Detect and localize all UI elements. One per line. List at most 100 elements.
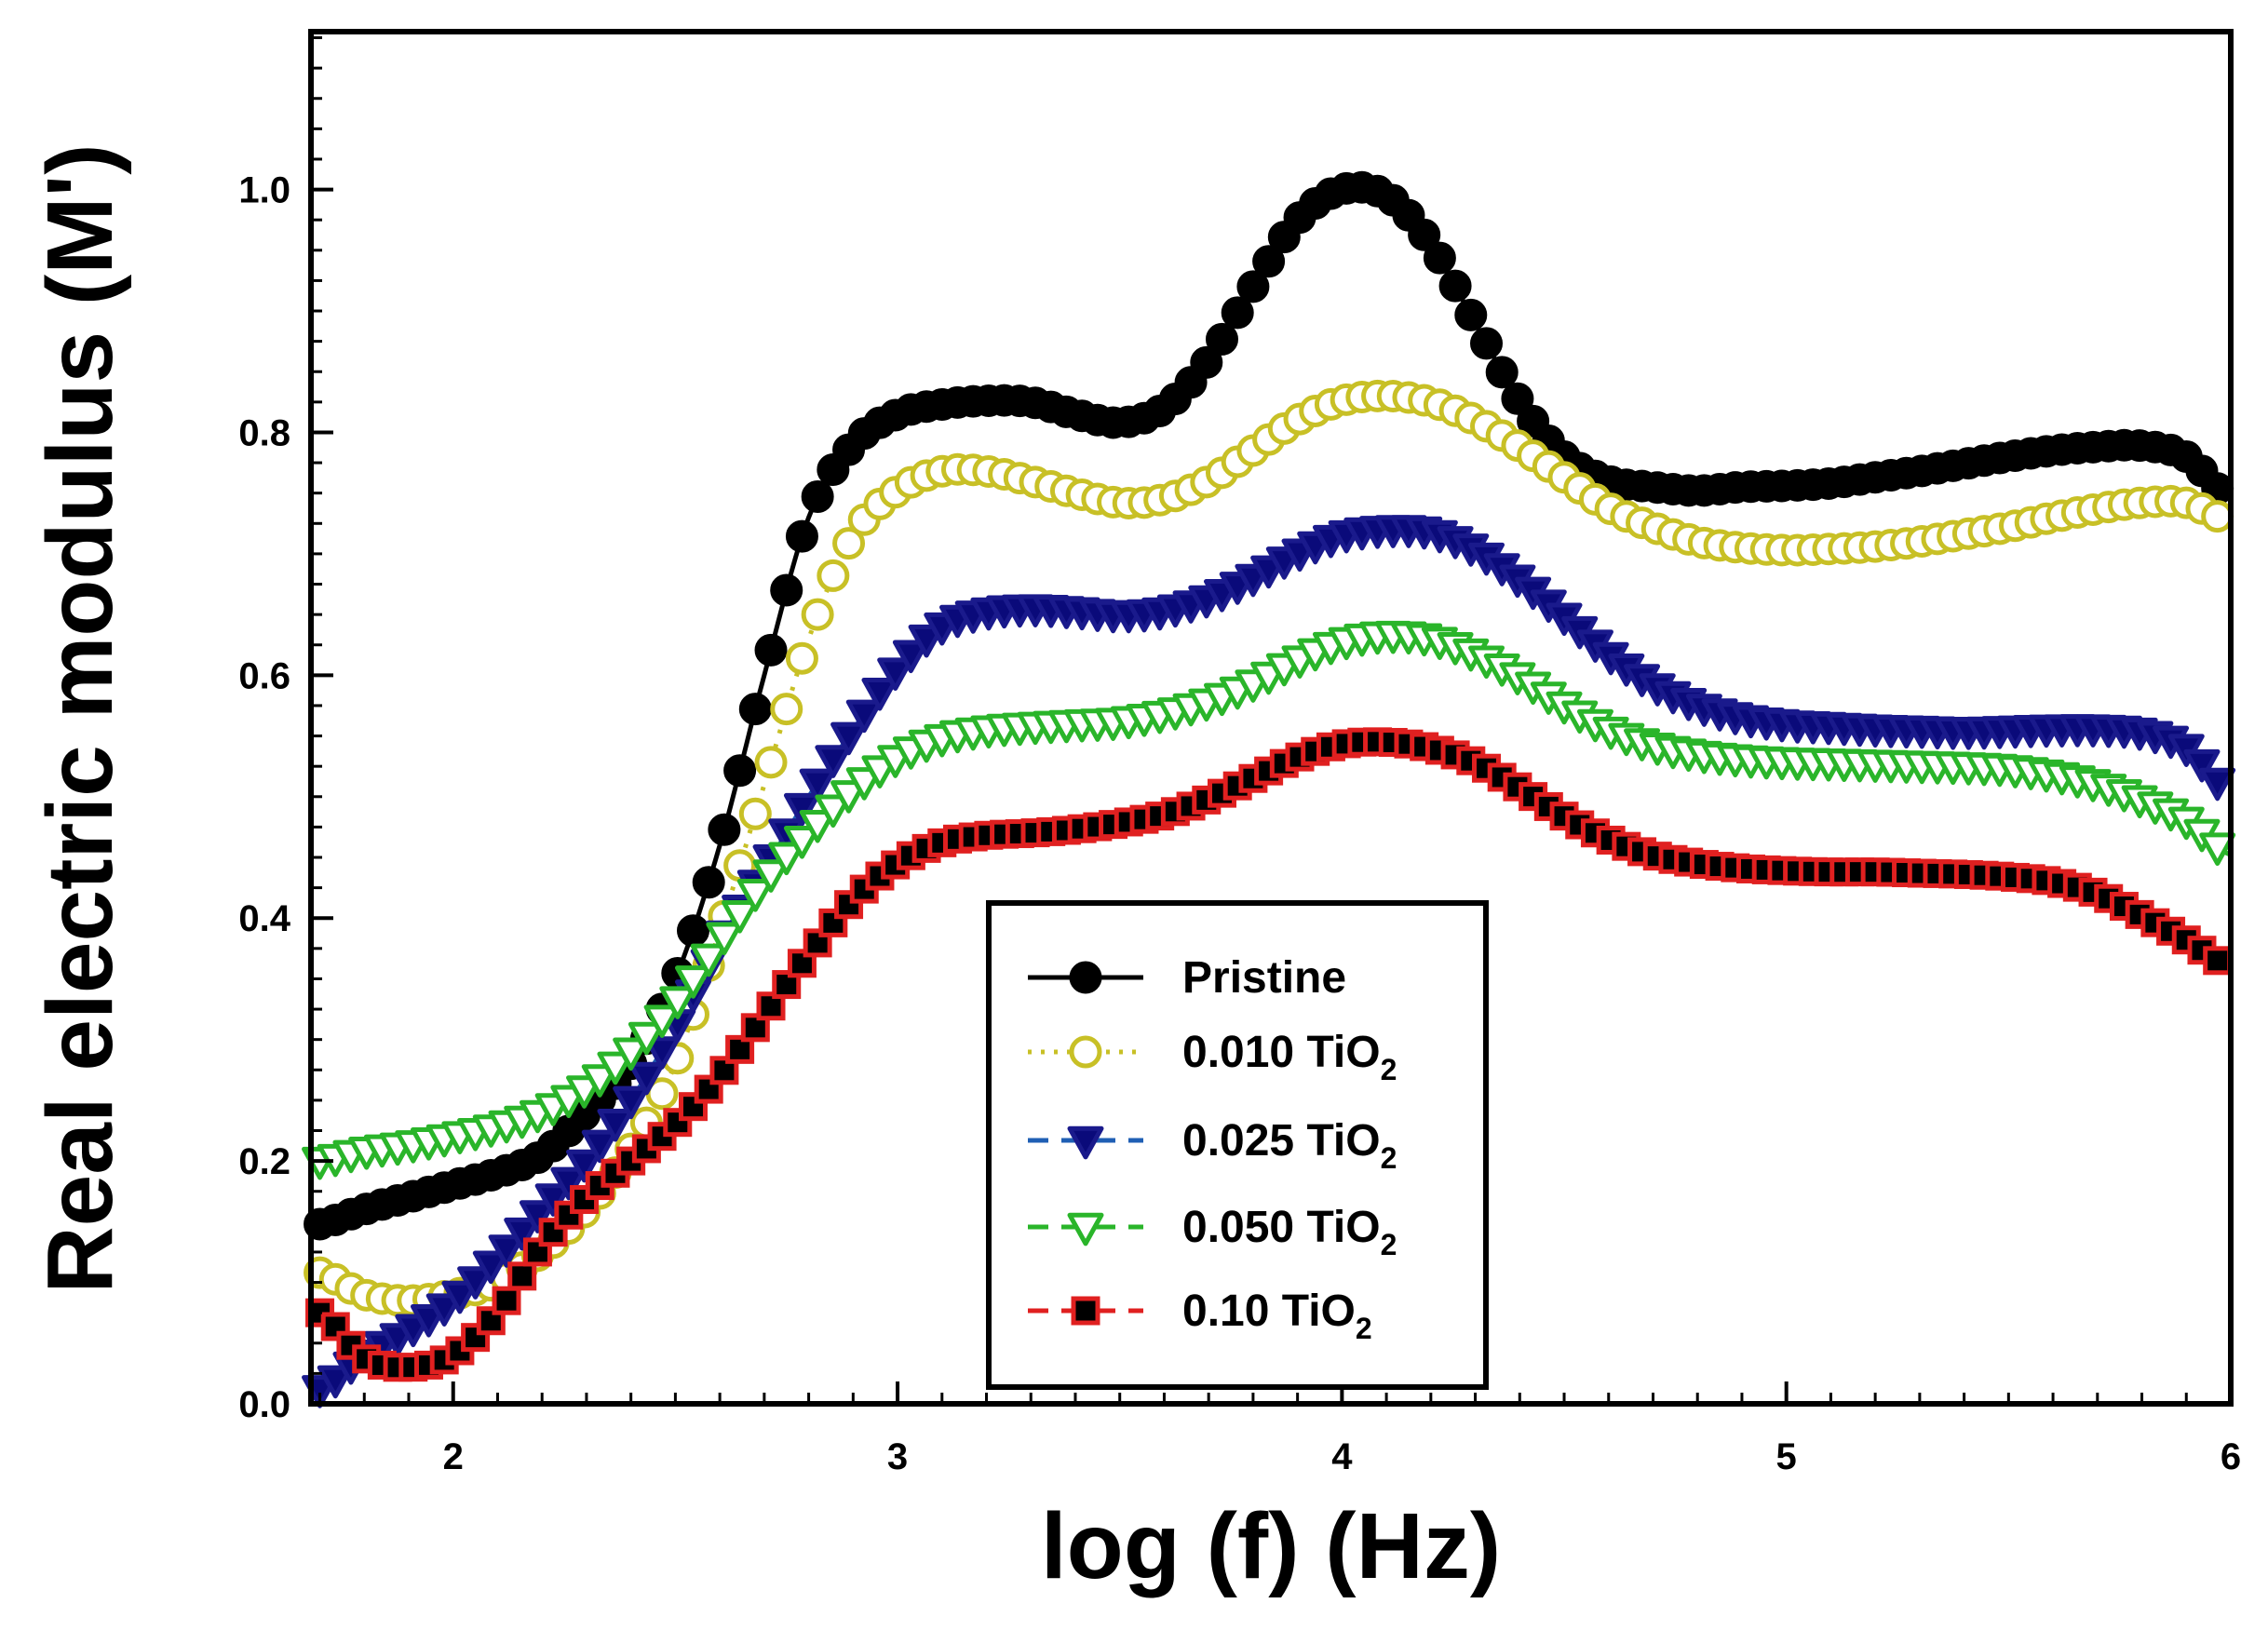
legend-label: 0.10 TiO2: [1182, 1287, 1372, 1345]
data-point: [472, 1250, 509, 1285]
data-point: [457, 1266, 494, 1300]
data-point: [738, 797, 772, 830]
data-point: [659, 986, 696, 1019]
data-point: [832, 527, 866, 560]
data-point: [799, 768, 836, 802]
data-point: [425, 1293, 463, 1327]
legend-marker: [1069, 1035, 1102, 1069]
data-point: [785, 641, 818, 675]
y-tick-label: 0.6: [238, 655, 290, 696]
data-point: [754, 746, 788, 779]
data-point: [770, 693, 803, 726]
data-point: [845, 699, 883, 734]
data-point: [768, 842, 805, 876]
legend: Pristine 0.010 TiO2 0.025 TiO2 0.050 TiO2 0.…: [986, 900, 1489, 1390]
data-point: [441, 1280, 479, 1314]
data-point: [692, 866, 725, 899]
data-point: [799, 809, 836, 843]
legend-label: 0.010 TiO2: [1182, 1028, 1397, 1086]
data-point: [534, 1183, 572, 1217]
x-tick-label: 3: [887, 1436, 908, 1477]
data-point: [2199, 832, 2236, 867]
series-pristine: [304, 170, 2234, 1241]
data-point: [643, 1036, 681, 1070]
axis-layer: 0.0 0.2 0.4 0.6 0.8 1.0 2 3 4 5 6: [238, 36, 2241, 1477]
y-tick-label: 0.4: [238, 898, 290, 939]
data-point: [613, 1037, 650, 1071]
data-point: [1192, 785, 1222, 815]
data-point: [2183, 748, 2221, 783]
data-point: [674, 965, 711, 999]
data-point: [643, 1004, 681, 1038]
data-point: [1454, 298, 1488, 331]
data-point: [550, 1166, 587, 1201]
data-point: [708, 813, 741, 846]
data-point: [554, 1200, 584, 1230]
data-point: [581, 1129, 618, 1164]
data-point: [1205, 322, 1238, 356]
data-point: [1236, 270, 1270, 303]
y-axis-title: Real electric modulus (M'): [28, 143, 132, 1293]
data-point: [461, 1323, 491, 1353]
legend-item-0-050-tio2: 0.050 TiO2: [1028, 1203, 1397, 1261]
data-point: [877, 657, 914, 691]
data-point: [801, 598, 834, 631]
data-point: [738, 693, 772, 726]
data-point: [830, 780, 868, 814]
y-tick-label: 0.8: [238, 412, 290, 453]
data-point: [1252, 245, 1286, 278]
data-point: [504, 1217, 541, 1251]
x-tick-label: 2: [443, 1436, 464, 1477]
data-point: [709, 1056, 739, 1085]
data-point: [815, 794, 852, 829]
data-point: [770, 573, 803, 607]
legend-item-0-025-tio2: 0.025 TiO2: [1028, 1116, 1397, 1175]
series-0-10-tio2: [305, 727, 2233, 1382]
legend-marker: [1071, 1296, 1100, 1326]
data-point: [1423, 241, 1456, 275]
data-point: [2203, 946, 2233, 976]
legend-marker: [1067, 1212, 1104, 1246]
data-point: [723, 754, 757, 788]
data-point: [861, 677, 898, 711]
data-point: [706, 922, 743, 956]
plot-frame: [308, 29, 2234, 1407]
data-point: [783, 826, 820, 859]
data-point: [2199, 767, 2236, 802]
data-point: [317, 1365, 354, 1399]
data-point: [815, 745, 852, 778]
legend-marker: [1067, 1125, 1104, 1160]
data-point: [785, 519, 818, 553]
data-point: [1408, 218, 1441, 251]
legend-label: Pristine: [1182, 953, 1346, 1003]
data-point: [783, 792, 820, 827]
series-0-050-tio2: [302, 620, 2236, 1180]
legend-item-pristine: Pristine: [1028, 953, 1346, 1003]
data-point: [1485, 356, 1519, 389]
data-point: [1190, 345, 1223, 379]
data-point: [892, 640, 929, 674]
series-layer: [302, 170, 2236, 1408]
x-tick-label: 4: [1331, 1436, 1353, 1477]
data-point: [756, 991, 786, 1021]
data-point: [722, 899, 759, 934]
y-tick-label: 0.2: [238, 1141, 290, 1182]
data-point: [566, 1149, 603, 1183]
data-point: [754, 633, 788, 667]
legend-marker: [1069, 961, 1102, 994]
data-point: [1221, 296, 1254, 330]
legend-item-0-010-tio2: 0.010 TiO2: [1028, 1028, 1397, 1086]
data-point: [488, 1234, 525, 1268]
data-point: [830, 721, 868, 756]
data-point: [628, 1061, 665, 1096]
data-point: [519, 1200, 556, 1233]
data-point: [690, 943, 727, 977]
data-point: [736, 879, 774, 912]
data-point: [1438, 269, 1472, 303]
data-point: [628, 1021, 665, 1056]
data-point: [581, 1064, 618, 1098]
data-point: [817, 559, 850, 592]
series-0-025-tio2: [302, 515, 2236, 1408]
legend-item-0-10-tio2: 0.10 TiO2: [1028, 1287, 1372, 1345]
data-point: [492, 1286, 521, 1315]
